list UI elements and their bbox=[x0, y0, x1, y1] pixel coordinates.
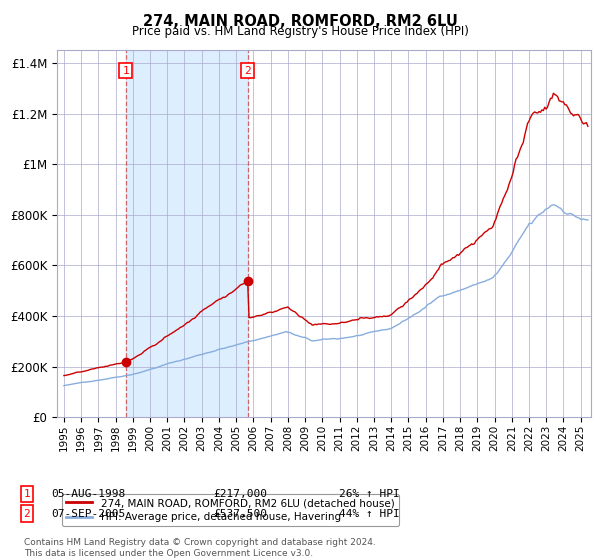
Text: £217,000: £217,000 bbox=[213, 489, 267, 499]
Text: Price paid vs. HM Land Registry's House Price Index (HPI): Price paid vs. HM Land Registry's House … bbox=[131, 25, 469, 38]
Text: This data is licensed under the Open Government Licence v3.0.: This data is licensed under the Open Gov… bbox=[24, 549, 313, 558]
Text: 07-SEP-2005: 07-SEP-2005 bbox=[51, 508, 125, 519]
Text: 44% ↑ HPI: 44% ↑ HPI bbox=[339, 508, 400, 519]
Text: 2: 2 bbox=[23, 508, 31, 519]
Text: 1: 1 bbox=[23, 489, 31, 499]
Text: 274, MAIN ROAD, ROMFORD, RM2 6LU: 274, MAIN ROAD, ROMFORD, RM2 6LU bbox=[143, 14, 457, 29]
Text: £537,500: £537,500 bbox=[213, 508, 267, 519]
Text: 05-AUG-1998: 05-AUG-1998 bbox=[51, 489, 125, 499]
Bar bbox=[125, 50, 248, 417]
Text: 1: 1 bbox=[122, 66, 129, 76]
Text: 26% ↑ HPI: 26% ↑ HPI bbox=[339, 489, 400, 499]
Text: Contains HM Land Registry data © Crown copyright and database right 2024.: Contains HM Land Registry data © Crown c… bbox=[24, 538, 376, 547]
Legend: 274, MAIN ROAD, ROMFORD, RM2 6LU (detached house), HPI: Average price, detached : 274, MAIN ROAD, ROMFORD, RM2 6LU (detach… bbox=[62, 494, 398, 526]
Text: 2: 2 bbox=[244, 66, 251, 76]
